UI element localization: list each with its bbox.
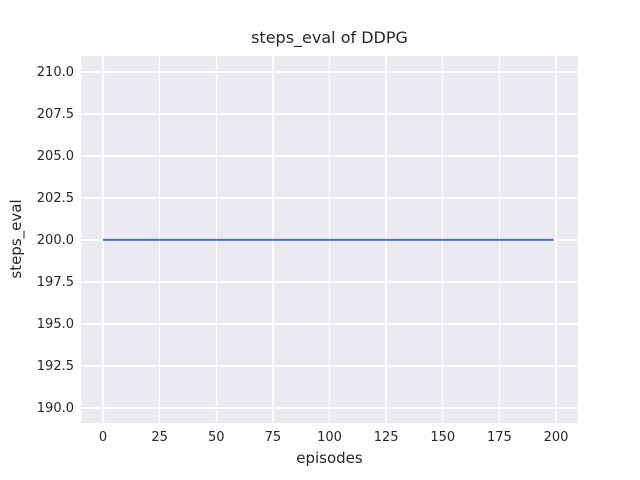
y-tick-label: 200.0 [36,232,74,248]
y-gridline [81,155,578,157]
y-tick-label: 195.0 [36,316,74,332]
x-tick-label: 175 [486,430,512,445]
chart-title: steps_eval of DDPG [251,28,408,47]
y-gridline [81,323,578,325]
y-gridline [81,71,578,73]
y-tick-label: 205.0 [36,148,74,164]
y-tick-label: 210.0 [36,64,74,80]
y-gridline [81,365,578,367]
y-gridline [81,113,578,115]
x-axis-label: episodes [296,449,363,467]
x-tick-label: 100 [317,430,342,445]
y-tick-label: 202.5 [36,190,74,206]
y-gridline [81,407,578,409]
y-tick-label: 192.5 [36,358,74,374]
x-tick-label: 125 [373,430,399,445]
x-tick-label: 25 [151,430,168,445]
y-gridline [81,197,578,199]
series-svg [102,238,554,241]
plot-area [81,56,578,423]
y-tick-label: 207.5 [36,106,74,122]
x-tick-label: 50 [207,430,225,445]
y-tick-label: 190.0 [36,400,74,416]
x-tick-label: 200 [543,430,569,445]
x-tick-label: 75 [264,430,282,445]
x-tick-label: 150 [430,430,456,445]
y-gridline [81,281,578,283]
y-tick-label: 197.5 [36,274,74,290]
x-tick-label: 0 [98,430,108,445]
